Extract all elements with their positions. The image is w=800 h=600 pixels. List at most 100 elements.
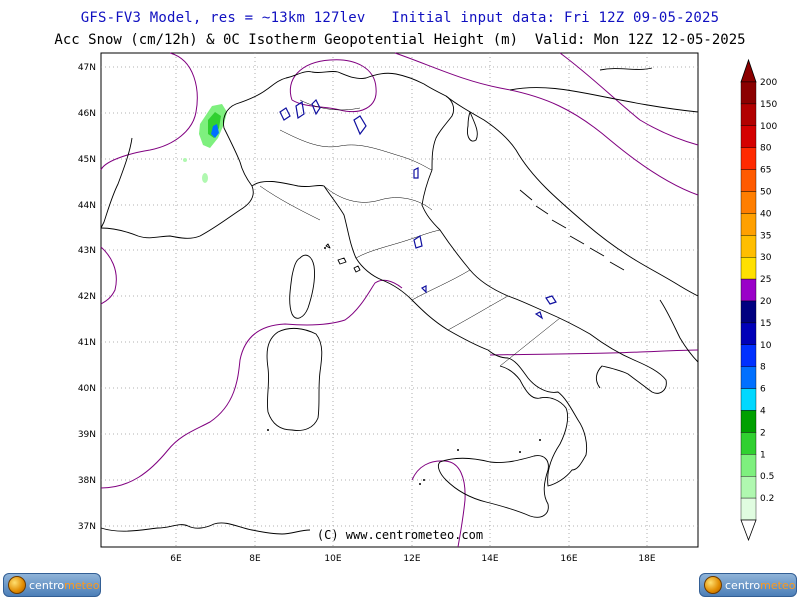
albania-coast [659,299,699,363]
contour-line [100,246,117,305]
scale-swatch [740,235,757,258]
latitude-labels: 47N 46N 45N 44N 43N 42N 41N 40N 39N 38N … [78,63,96,532]
scale-swatch [740,147,757,170]
contour-line [289,59,377,112]
scale-swatch [740,410,757,433]
region-border [323,185,433,211]
lat-label: 38N [78,476,96,486]
snow-area-core [208,112,221,138]
coastlines [100,67,699,535]
snow-spot [202,173,208,183]
snow-accumulation [183,104,227,183]
lat-label: 42N [78,292,96,302]
tuscan-islands [325,243,361,273]
island [423,479,425,481]
sardinia [266,327,323,431]
lat-label: 45N [78,155,96,165]
contour-line [489,349,699,356]
region-border [279,129,433,171]
scale-swatch [740,300,757,324]
scale-label: 20 [760,297,772,307]
scale-swatch [740,278,757,302]
scale-label: 35 [760,231,771,241]
island [457,449,459,451]
scale-swatch [740,191,757,214]
region-border [259,185,321,221]
lat-label: 39N [78,430,96,440]
sicily [437,455,549,518]
dalmatian-islands [519,189,625,271]
lon-label: 10E [324,554,341,564]
lake [413,167,419,179]
contour-line [100,52,198,171]
field-title: Acc Snow (cm/12h) & 0C Isotherm Geopoten… [54,32,746,48]
lakes [279,98,557,320]
snow-spot [183,158,187,162]
lat-label: 43N [78,246,96,256]
region-border [299,99,361,111]
lake [311,98,321,116]
balkans-border [509,87,699,113]
lat-label: 40N [78,384,96,394]
globe-icon [704,576,722,594]
color-scale: 200 150 100 80 65 50 40 35 30 25 20 15 10 8 6 4 2 1 0.5 0.2 [740,58,777,542]
scale-label: 50 [760,188,772,198]
scale-swatch [740,81,757,105]
snow-area-peak [211,124,219,138]
scale-swatch [740,257,757,280]
balkans-border-2 [599,67,653,71]
scale-label: 6 [760,385,766,395]
centrometeo-logo-left[interactable]: centrometeo [3,573,101,597]
lat-label: 47N [78,63,96,73]
scale-swatch [740,497,757,521]
centrometeo-logo-right[interactable]: centrometeo [699,573,797,597]
scale-arrow-bottom [740,519,757,542]
credit-text: (C) www.centrometeo.com [317,528,483,542]
map-frame [100,52,699,548]
globe-icon [8,576,26,594]
lon-label: 16E [560,554,577,564]
isotherm-contours [100,52,699,548]
lake [353,115,367,136]
lat-label: 44N [78,201,96,211]
scale-swatch [740,344,757,367]
lon-label: 14E [481,554,498,564]
scale-swatch [740,322,757,345]
logo-brand-a: centro [725,578,761,592]
lake [279,107,291,121]
scale-label: 15 [760,319,771,329]
france-coast [100,137,133,229]
contour-line [411,460,466,548]
italy-coastline [251,180,588,487]
contour-line [394,52,699,196]
scale-swatch [740,169,757,192]
logo-brand-b: meteo [64,578,100,592]
contour-line [100,279,403,489]
scale-swatch [740,125,757,148]
lon-label: 18E [638,554,655,564]
scale-swatch [740,388,757,411]
lake [534,311,544,320]
regional-borders [259,99,561,367]
logo-brand-a: centro [29,578,65,592]
scale-label: 150 [760,100,777,110]
scale-label: 30 [760,253,772,263]
scale-label: 25 [760,275,771,285]
scale-label: 80 [760,144,772,154]
scale-swatch [740,366,757,389]
region-border [447,295,509,331]
island [539,439,541,441]
scale-label: 200 [760,78,777,88]
scale-swatch [740,103,757,127]
scale-label: 1 [760,450,766,460]
region-border [411,269,471,301]
scale-swatch [740,454,757,477]
scale-label: 100 [760,122,777,132]
africa-coast [100,522,311,535]
slovenia-croatia-coast [445,95,699,297]
lon-label: 12E [403,554,420,564]
northern-border [100,70,455,239]
lat-label: 37N [78,522,96,532]
scale-swatch [740,213,757,236]
island [324,247,326,249]
